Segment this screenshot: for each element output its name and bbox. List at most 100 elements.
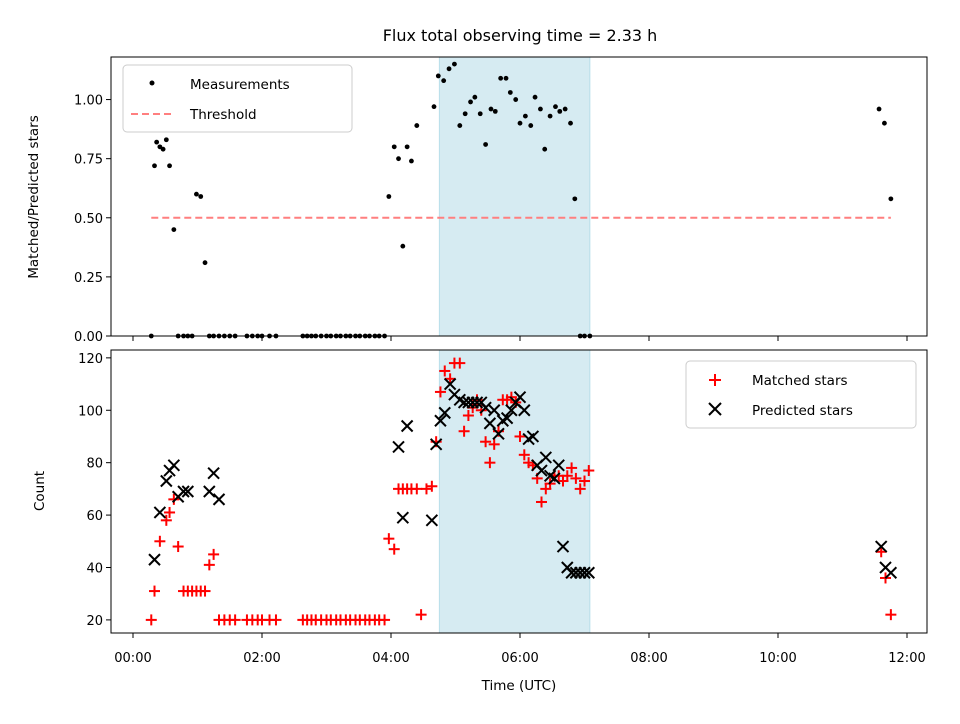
measurement-point <box>468 99 473 105</box>
predicted-star-point <box>518 404 531 417</box>
predicted-star-point <box>479 401 492 414</box>
measurement-point <box>492 108 498 114</box>
matched-star-point <box>574 483 586 495</box>
matched-star-point <box>208 548 220 560</box>
measurement-point <box>457 123 463 128</box>
top-span <box>438 56 591 337</box>
matched-star-point <box>199 585 211 597</box>
x-tick-label: 00:00 <box>114 651 151 666</box>
matched-star-point <box>379 614 391 626</box>
measurement-point <box>477 111 483 117</box>
measurement-point <box>522 113 528 119</box>
matched-star-point <box>270 614 282 626</box>
matched-star-point <box>145 614 157 626</box>
predicted-star-point <box>513 390 527 404</box>
predicted-star-point <box>552 459 565 472</box>
predicted-star-point <box>167 459 181 472</box>
measurement-point <box>876 106 882 112</box>
matched-star-point <box>203 559 215 571</box>
bottom-legend-box <box>685 360 917 429</box>
measurement-point <box>888 196 894 202</box>
y-tick-label: 80 <box>86 457 103 472</box>
predicted-star-point <box>526 430 540 443</box>
predicted-star-point <box>396 511 410 524</box>
predicted-star-point <box>177 485 190 498</box>
measurement-point <box>568 120 573 126</box>
predicted-star-point <box>212 493 226 506</box>
x-tick-label: 08:00 <box>630 651 667 666</box>
x-axis-label: Time (UTC) <box>481 678 557 694</box>
matched-star-point <box>484 457 496 469</box>
legend-measurements-label: Measurements <box>190 77 290 93</box>
y-tick-label: 0.00 <box>74 330 103 345</box>
measurement-point <box>542 146 548 152</box>
predicted-star-point <box>470 396 484 409</box>
predicted-star-point <box>535 464 548 477</box>
predicted-star-point <box>548 472 561 485</box>
legend-measurements-marker <box>149 80 155 86</box>
measurement-point <box>167 163 172 169</box>
x-tick-label: 06:00 <box>501 651 538 666</box>
y-tick-label: 0.50 <box>74 212 103 227</box>
measurement-point <box>572 196 578 202</box>
matched-star-point <box>444 373 456 385</box>
matched-star-point <box>454 357 466 369</box>
x-tick-label: 12:00 <box>888 651 925 666</box>
predicted-star-point <box>443 377 457 391</box>
measurement-point <box>882 120 887 126</box>
matched-star-point <box>570 472 582 484</box>
matched-star-point <box>480 436 492 448</box>
measurement-point <box>528 123 534 128</box>
predicted-star-point <box>483 417 497 430</box>
predicted-star-point <box>400 419 414 433</box>
matched-star-point <box>488 438 500 450</box>
predicted-star-point <box>500 411 514 425</box>
top-y-axis-label: Matched/Predicted stars <box>26 115 42 278</box>
top-y-ticks: 0.00 0.25 0.50 0.75 1.00 <box>74 94 111 345</box>
measurement-point <box>171 227 177 233</box>
y-tick-label: 100 <box>78 404 103 419</box>
bottom-legend: Matched stars Predicted stars <box>685 360 917 429</box>
measurement-point <box>396 156 401 162</box>
matched-star-point <box>411 483 423 495</box>
measurement-point <box>202 260 208 266</box>
matched-star-point <box>415 609 427 621</box>
measurement-point <box>194 191 199 197</box>
matched-star-point <box>172 541 184 553</box>
matched-star-point <box>229 614 241 626</box>
predicted-star-point <box>429 438 443 451</box>
measurement-point <box>557 108 563 114</box>
measurement-point <box>483 142 488 147</box>
measurement-point <box>160 146 166 152</box>
y-tick-label: 120 <box>78 352 103 367</box>
predicted-star-point <box>160 474 173 488</box>
measurement-point <box>547 113 553 119</box>
predicted-star-point <box>392 440 405 454</box>
measurement-point <box>154 139 160 145</box>
legend-threshold-label: Threshold <box>189 107 257 123</box>
y-tick-label: 40 <box>86 561 103 576</box>
measurement-point <box>404 144 410 150</box>
legend-matched-label: Matched stars <box>752 373 848 389</box>
matched-star-point <box>160 514 172 526</box>
predicted-star-point <box>438 406 451 420</box>
matched-star-point <box>164 506 176 518</box>
count-points <box>145 357 898 626</box>
top-x-ticks <box>132 336 908 341</box>
measurement-point <box>532 94 538 100</box>
matched-star-point <box>875 546 887 558</box>
measurement-point <box>507 90 513 95</box>
y-tick-label: 1.00 <box>74 94 103 109</box>
predicted-star-point <box>434 414 447 427</box>
y-tick-label: 0.75 <box>74 153 103 168</box>
predicted-star-point <box>505 404 518 417</box>
matched-star-point <box>154 535 166 547</box>
matched-star-point <box>420 483 432 495</box>
measurement-point <box>562 106 568 112</box>
measurement-point <box>391 144 397 150</box>
chart-title: Flux total observing time = 2.33 h <box>383 26 658 45</box>
predicted-star-point <box>181 485 195 498</box>
measurement-point <box>400 243 406 249</box>
top-plot-frame <box>110 56 928 337</box>
measurement-point <box>414 123 420 128</box>
